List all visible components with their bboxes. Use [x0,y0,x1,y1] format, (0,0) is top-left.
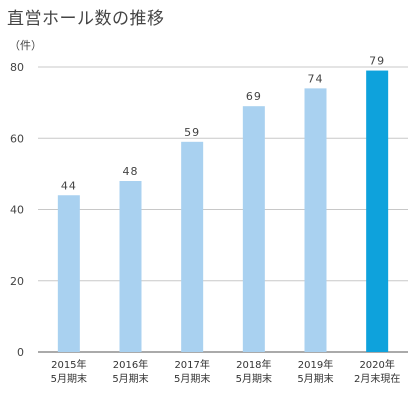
bar [181,141,204,352]
data-label: 79 [369,55,385,68]
x-tick-label: 2015年 [51,358,86,371]
bar [57,195,80,352]
x-tick-label: 2018年 [236,358,271,371]
bar [242,106,265,352]
x-tick-label: 2月末現在 [354,372,400,385]
bar [119,181,142,352]
data-label: 69 [246,90,262,103]
y-tick-label: 80 [10,61,24,74]
y-tick-label: 60 [10,132,24,145]
y-tick-label: 20 [10,275,24,288]
x-tick-label: 2019年 [298,358,333,371]
x-tick-label: 2017年 [174,358,209,371]
x-tick-label: 5月期末 [51,372,87,385]
x-tick-label: 5月期末 [112,372,148,385]
y-tick-label: 0 [17,346,24,359]
x-tick-label: 5月期末 [236,372,272,385]
x-tick-label: 5月期末 [297,372,333,385]
data-label: 48 [123,165,139,178]
data-label: 74 [308,72,324,85]
y-axis-unit-label: （件） [9,39,42,52]
bar [366,70,389,352]
y-tick-label: 40 [10,204,24,217]
data-label: 59 [184,126,200,139]
chart-title: 直営ホール数の推移 [7,9,165,29]
x-tick-label: 5月期末 [174,372,210,385]
x-tick-label: 2020年 [359,358,394,371]
bar [304,88,327,352]
x-tick-label: 2016年 [113,358,148,371]
data-label: 44 [61,179,77,192]
